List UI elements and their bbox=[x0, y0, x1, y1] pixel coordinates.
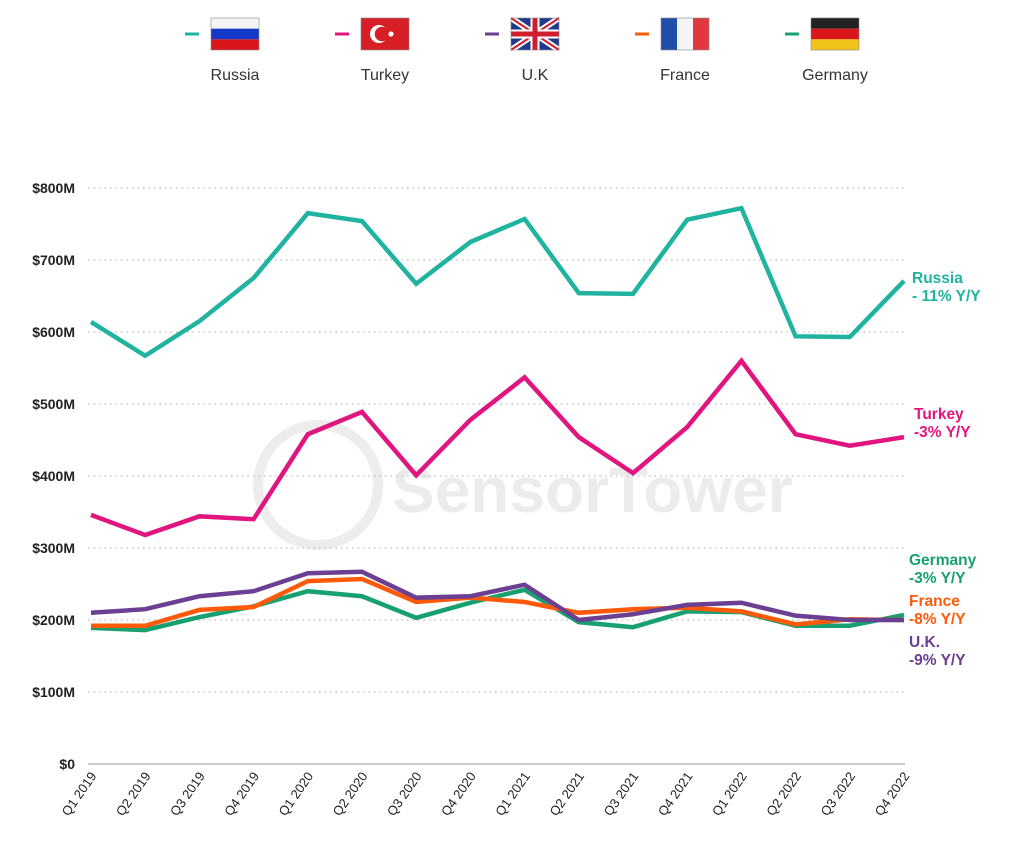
x-tick-label: Q3 2020 bbox=[384, 769, 425, 818]
x-tick-label: Q4 2019 bbox=[221, 769, 262, 818]
flag-border bbox=[210, 17, 260, 51]
end-label-change: - 11% Y/Y bbox=[912, 288, 981, 305]
legend-label: Germany bbox=[802, 67, 868, 84]
flag-stripe bbox=[211, 18, 259, 29]
series-line-turkey bbox=[90, 357, 905, 538]
x-tick-label: Q2 2021 bbox=[546, 769, 587, 818]
flag-stripe bbox=[811, 39, 859, 50]
x-tick-label: Q2 2019 bbox=[113, 769, 154, 818]
watermark-logo-icon bbox=[253, 420, 383, 550]
legend-item: Turkey bbox=[335, 17, 410, 84]
legend-item: Germany bbox=[785, 17, 868, 84]
flag-stripe bbox=[693, 18, 709, 50]
russia-flag-icon bbox=[210, 17, 260, 51]
flag-stripe bbox=[211, 39, 259, 50]
x-tick-label: Q1 2022 bbox=[709, 769, 750, 818]
flag-border bbox=[510, 17, 560, 51]
flag-border bbox=[660, 17, 710, 51]
end-label-name: Russia bbox=[912, 270, 963, 287]
series-line-france bbox=[91, 576, 905, 629]
legend-label: U.K bbox=[522, 67, 549, 84]
y-tick-label: $300M bbox=[32, 540, 75, 556]
x-tick-label: Q3 2019 bbox=[167, 769, 208, 818]
end-label-name: France bbox=[909, 593, 960, 610]
flag-border bbox=[810, 17, 860, 51]
end-label-name: U.K. bbox=[909, 634, 940, 651]
star bbox=[388, 31, 394, 37]
end-label-name: Germany bbox=[909, 552, 977, 569]
france-flag-icon bbox=[660, 17, 710, 51]
flag-stripe bbox=[661, 18, 677, 50]
x-tick-label: Q4 2021 bbox=[655, 769, 696, 818]
legend-label: Turkey bbox=[361, 67, 409, 84]
turkey-flag-icon bbox=[360, 17, 410, 51]
legend-item: France bbox=[635, 17, 710, 84]
crescent bbox=[374, 26, 390, 42]
flag-stripe bbox=[811, 28, 859, 40]
y-tick-label: $800M bbox=[32, 180, 75, 196]
flag-stripe bbox=[811, 18, 859, 29]
legend-label: Russia bbox=[211, 67, 260, 84]
x-tick-label: Q4 2020 bbox=[438, 769, 479, 818]
x-tick-label: Q3 2022 bbox=[817, 769, 858, 818]
y-tick-label: $100M bbox=[32, 684, 75, 700]
y-tick-label: $600M bbox=[32, 324, 75, 340]
flag-stripe bbox=[677, 18, 693, 50]
y-tick-label: $0 bbox=[59, 756, 75, 772]
legend-item: Russia bbox=[185, 17, 260, 84]
germany-flag-icon bbox=[810, 17, 860, 51]
y-tick-label: $200M bbox=[32, 612, 75, 628]
x-tick-label: Q2 2020 bbox=[330, 769, 371, 818]
x-tick-label: Q3 2021 bbox=[601, 769, 642, 818]
end-label-change: -3% Y/Y bbox=[914, 424, 971, 441]
x-tick-label: Q2 2022 bbox=[763, 769, 804, 818]
watermark-text: SensorTower bbox=[392, 454, 793, 526]
end-label-change: -8% Y/Y bbox=[909, 611, 966, 628]
x-tick-label: Q1 2019 bbox=[59, 769, 100, 818]
end-label-name: Turkey bbox=[914, 406, 964, 423]
series-line-russia bbox=[89, 205, 906, 359]
end-label-change: -3% Y/Y bbox=[909, 570, 966, 587]
x-tick-label: Q4 2022 bbox=[872, 769, 913, 818]
y-tick-label: $700M bbox=[32, 252, 75, 268]
end-label-change: -9% Y/Y bbox=[909, 652, 966, 669]
uk-flag-icon bbox=[509, 15, 561, 53]
cross bbox=[511, 18, 559, 50]
series-line-uk bbox=[90, 569, 904, 623]
legend-item: U.K bbox=[485, 15, 561, 84]
x-tick-label: Q1 2021 bbox=[492, 769, 533, 818]
x-tick-label: Q1 2020 bbox=[275, 769, 316, 818]
y-tick-label: $400M bbox=[32, 468, 75, 484]
watermark: SensorTower bbox=[253, 420, 793, 550]
y-tick-label: $500M bbox=[32, 396, 75, 412]
flag-stripe bbox=[211, 28, 259, 40]
flag-border bbox=[360, 17, 410, 51]
legend-label: France bbox=[660, 67, 710, 84]
